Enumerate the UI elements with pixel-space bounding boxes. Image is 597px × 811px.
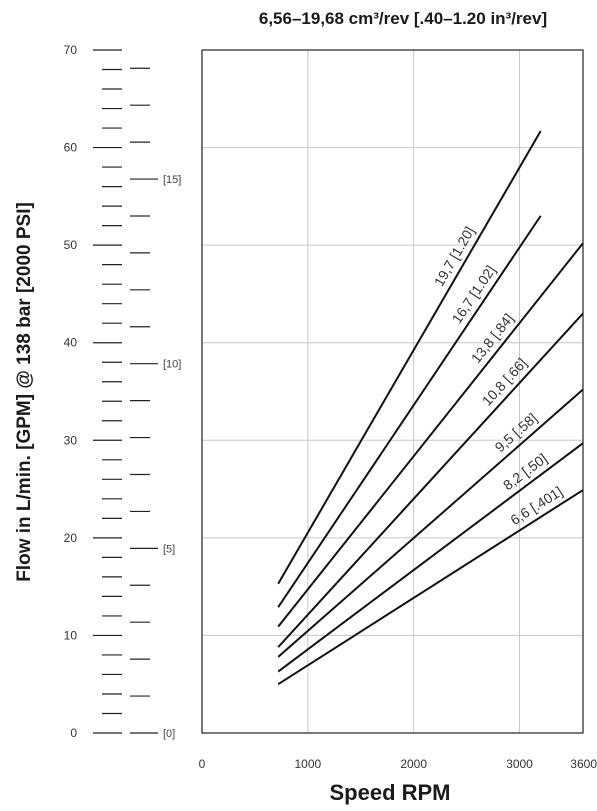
x-tick-label: 1000: [294, 757, 321, 771]
plot-frame: [201, 49, 584, 734]
y-axis-label: Flow in L/min. [GPM] @ 138 bar [2000 PSI…: [14, 202, 35, 582]
series-line: [277, 312, 584, 648]
y-tick-label: 60: [64, 141, 78, 155]
y-tick-label: 10: [64, 628, 78, 642]
dual-unit-scale: [93, 49, 158, 734]
gpm-tick-label: [5]: [163, 543, 175, 555]
x-axis-label: Speed RPM: [329, 780, 450, 805]
chart-title: 6,56–19,68 cm³/rev [.40–1.20 in³/rev]: [259, 9, 547, 28]
series-line: [277, 489, 584, 686]
gpm-tick-label: [15]: [163, 174, 181, 186]
y-tick-label: 30: [64, 433, 78, 447]
x-tick-label: 2000: [400, 757, 427, 771]
gpm-tick-label: [0]: [163, 728, 175, 740]
y-tick-label: 40: [64, 336, 78, 350]
series-line: [277, 130, 542, 585]
x-tick-label: 3000: [506, 757, 533, 771]
tick-labels: 0 10 20 30 40 50 60 70 [0] [5] [10] [15] 0 1000 2000 30…: [64, 43, 597, 771]
series-line: [277, 215, 542, 608]
series-line: [277, 442, 584, 673]
x-tick-label: 3600: [570, 757, 597, 771]
series-labels: 19,7 [1.20]16,7 [1.02]13,8 [.84]10,8 [.6…: [431, 224, 566, 528]
series-lines: [277, 130, 584, 686]
x-tick-label: 0: [199, 757, 206, 771]
y-tick-label: 70: [64, 43, 78, 57]
series-line: [277, 242, 584, 628]
series-line: [277, 388, 584, 658]
y-tick-label: 50: [64, 238, 78, 252]
grid: [202, 50, 583, 733]
y-tick-label: 20: [64, 531, 78, 545]
gpm-tick-label: [10]: [163, 359, 181, 371]
y-tick-label: 0: [70, 726, 77, 740]
series-label: 6,6 [.401]: [507, 483, 565, 528]
